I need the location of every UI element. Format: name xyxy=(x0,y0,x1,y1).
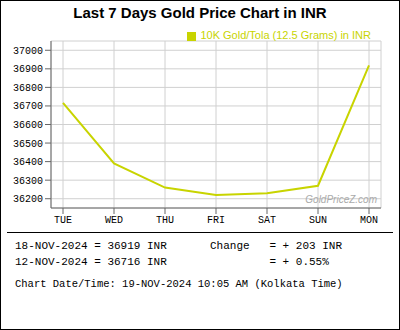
svg-text:FRI: FRI xyxy=(207,215,225,226)
html-text:Chart Date/Time: 19-NOV-2024 1: Chart Date/Time: 19-NOV-2024 10:05 AM (K… xyxy=(15,278,343,290)
html-text:Last 7 Days Gold Price Chart i: Last 7 Days Gold Price Chart in INR xyxy=(73,4,327,21)
html-text:GoldPriceZ.com: GoldPriceZ.com xyxy=(305,194,377,205)
svg-text:THU: THU xyxy=(156,215,174,226)
svg-text:WED: WED xyxy=(105,215,123,226)
svg-text:SUN: SUN xyxy=(309,215,327,226)
html-text:12-NOV-2024 = 36716 INR: 12-NOV-2024 = 36716 INR xyxy=(15,256,167,268)
svg-text:36700: 36700 xyxy=(13,101,43,112)
html-text:Change = + 203 INR: Change = + 203 INR xyxy=(210,240,342,252)
svg-text:MON: MON xyxy=(360,215,378,226)
html-text:= + 0.55%: = + 0.55% xyxy=(269,256,329,268)
svg-text:36800: 36800 xyxy=(13,83,43,94)
svg-text:TUE: TUE xyxy=(54,215,72,226)
svg-text:36500: 36500 xyxy=(13,139,43,150)
svg-text:36400: 36400 xyxy=(13,157,43,168)
svg-text:36900: 36900 xyxy=(13,64,43,75)
svg-text:36600: 36600 xyxy=(13,120,43,131)
svg-text:36200: 36200 xyxy=(13,194,43,205)
html-text:10K Gold/Tola (12.5 Grams) in: 10K Gold/Tola (12.5 Grams) in INR xyxy=(200,29,371,41)
svg-text:37000: 37000 xyxy=(13,46,43,57)
html-text:18-NOV-2024 = 36919 INR: 18-NOV-2024 = 36919 INR xyxy=(15,240,167,252)
svg-text:36300: 36300 xyxy=(13,176,43,187)
svg-text:SAT: SAT xyxy=(258,215,276,226)
